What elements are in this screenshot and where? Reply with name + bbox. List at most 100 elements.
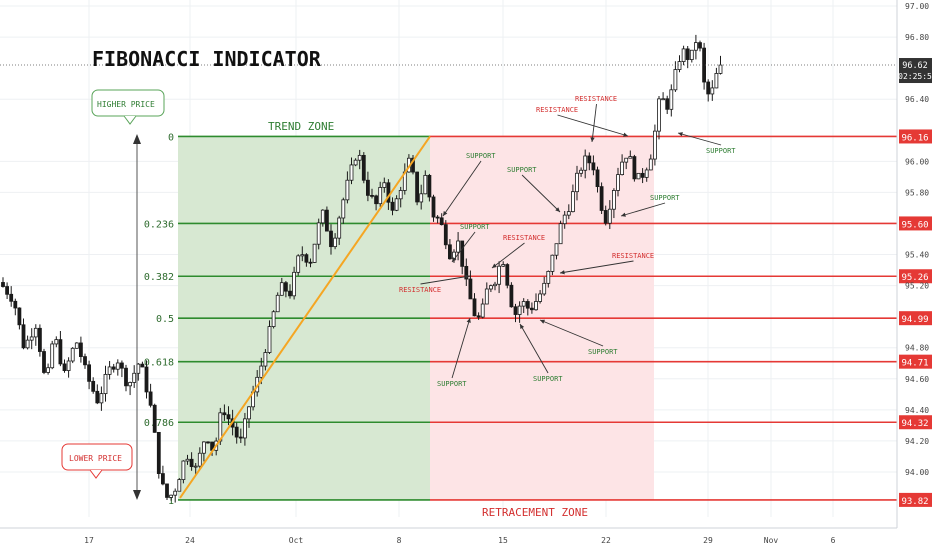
fib-price-tag — [899, 269, 932, 284]
candle-body — [603, 210, 608, 224]
candle-body — [54, 339, 59, 345]
y-tick-label: 96.40 — [905, 95, 929, 104]
higher-price-label: HIGHER PRICE — [97, 100, 155, 109]
candle-body — [648, 158, 653, 171]
candle-body — [546, 271, 551, 284]
arrowhead-icon — [560, 270, 565, 275]
candle-body — [173, 490, 178, 496]
fib-price-tag — [899, 415, 932, 430]
x-tick-label: Oct — [289, 536, 304, 545]
y-tick-label: 95.20 — [905, 282, 929, 291]
candle-body — [521, 301, 526, 307]
candle-body — [29, 336, 34, 341]
fib-price-label: 95.60 — [901, 220, 928, 230]
x-tick-label: Nov — [764, 536, 779, 545]
candle-body — [17, 307, 22, 326]
annotation-arrow — [620, 202, 666, 217]
candle-body — [493, 283, 497, 287]
candle-body — [165, 483, 169, 498]
candle-body — [316, 222, 321, 245]
candle-body — [337, 217, 342, 239]
fib-price-label: 95.26 — [901, 273, 928, 283]
candle-body — [189, 458, 194, 467]
annotation-arrow — [519, 323, 549, 374]
candle-body — [107, 366, 112, 375]
candle-body — [394, 198, 399, 211]
candle-body — [349, 164, 354, 181]
candle-body — [66, 360, 71, 371]
candle-body — [620, 161, 624, 176]
candle-body — [374, 195, 379, 205]
fib-price-label: 96.16 — [901, 133, 928, 143]
candle-body — [132, 372, 137, 383]
x-tick-label: 6 — [831, 536, 836, 545]
candle-body — [87, 364, 91, 382]
candle-body — [575, 172, 579, 193]
resistance-label: RESISTANCE — [399, 286, 441, 294]
candle-body — [279, 282, 284, 296]
support-label: SUPPORT — [706, 147, 736, 155]
current-price-label: 96.62 — [902, 61, 928, 71]
arrowhead-icon — [540, 319, 545, 324]
candle-body — [435, 216, 440, 219]
candle-body — [13, 300, 18, 309]
candle-body — [484, 288, 489, 305]
candle-body — [628, 156, 633, 159]
support-label: SUPPORT — [460, 223, 490, 231]
arrowhead-icon — [555, 207, 560, 212]
arrowhead-icon — [590, 137, 595, 142]
current-time-label: 02:25:5 — [898, 72, 932, 81]
candle-body — [50, 343, 55, 369]
fib-price-label: 94.32 — [901, 419, 928, 429]
candle-body — [669, 89, 674, 110]
x-tick-label: 22 — [601, 536, 611, 545]
annotation-arrow — [442, 160, 482, 217]
chart-title: FIBONACCI INDICATOR — [92, 47, 322, 71]
candle-body — [382, 182, 387, 188]
support-label: SUPPORT — [588, 348, 618, 356]
support-label: SUPPORT — [466, 152, 496, 160]
candle-body — [201, 441, 206, 454]
x-tick-label: 8 — [397, 536, 402, 545]
candle-body — [583, 155, 588, 171]
arrowhead-icon — [621, 212, 626, 217]
candle-body — [587, 155, 592, 164]
fib-ratio-label: 1 — [168, 496, 174, 507]
y-tick-label: 95.40 — [905, 251, 929, 260]
arrowhead-icon — [623, 132, 628, 137]
candle-body — [505, 264, 510, 286]
candle-body — [42, 351, 46, 373]
candle-body — [653, 130, 657, 160]
candle-body — [661, 98, 665, 101]
candle-body — [46, 367, 50, 373]
candle-body — [665, 98, 670, 110]
candle-body — [234, 426, 239, 438]
candle-body — [177, 479, 182, 492]
support-label: SUPPORT — [507, 166, 537, 174]
candle-body — [292, 271, 297, 297]
candles — [1, 34, 723, 503]
candle-body — [259, 365, 264, 378]
arrowhead-icon — [466, 318, 471, 323]
candle-body — [644, 169, 649, 178]
candle-body — [423, 174, 428, 195]
candle-body — [714, 73, 719, 89]
candle-body — [296, 255, 301, 273]
candle-body — [370, 194, 374, 197]
fib-ratio-label: 0.618 — [144, 358, 174, 369]
candle-body — [612, 190, 616, 210]
candle-body — [509, 284, 514, 308]
candle-body — [353, 159, 358, 166]
candle-body — [111, 366, 116, 370]
candle-body — [226, 414, 231, 420]
fib-ratio-label: 0.786 — [144, 418, 174, 429]
candle-body — [534, 301, 538, 311]
arrowhead-icon — [678, 132, 683, 137]
candle-body — [300, 254, 305, 257]
annotation-arrow — [491, 242, 525, 269]
candle-body — [83, 356, 87, 366]
candle-body — [91, 380, 96, 392]
fib-ratio-label: 0.236 — [144, 219, 174, 230]
fib-ratio-label: 0.5 — [156, 314, 174, 325]
